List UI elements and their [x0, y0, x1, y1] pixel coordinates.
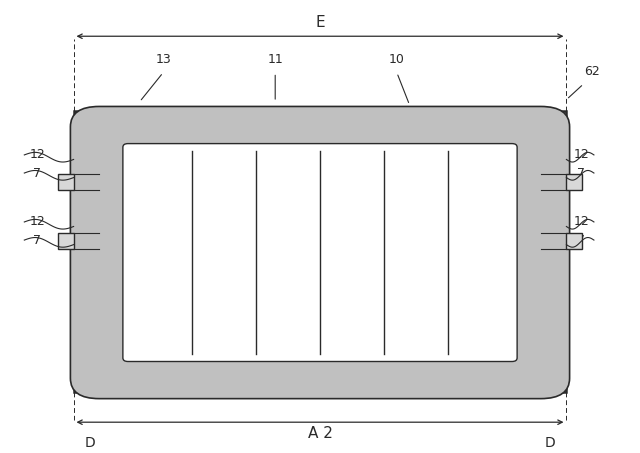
Text: 7: 7 — [577, 167, 585, 179]
FancyBboxPatch shape — [123, 144, 517, 361]
Text: 7: 7 — [33, 234, 41, 246]
Bar — [58, 174, 74, 190]
Text: 12: 12 — [573, 149, 589, 161]
Text: 12: 12 — [29, 216, 45, 228]
Text: D: D — [545, 436, 556, 450]
Text: 12: 12 — [29, 149, 45, 161]
Text: A 2: A 2 — [308, 426, 332, 442]
Text: 13: 13 — [156, 53, 171, 66]
Text: E: E — [315, 15, 325, 30]
FancyBboxPatch shape — [70, 106, 570, 399]
Text: 7: 7 — [33, 167, 41, 179]
Text: 10: 10 — [389, 53, 404, 66]
Text: 12: 12 — [573, 216, 589, 228]
Text: D: D — [84, 436, 95, 450]
Bar — [566, 174, 582, 190]
Bar — [58, 233, 74, 249]
Text: 11: 11 — [268, 53, 283, 66]
Text: 62: 62 — [584, 65, 600, 78]
Text: 7: 7 — [577, 234, 585, 246]
Bar — [566, 233, 582, 249]
Bar — [74, 111, 566, 392]
